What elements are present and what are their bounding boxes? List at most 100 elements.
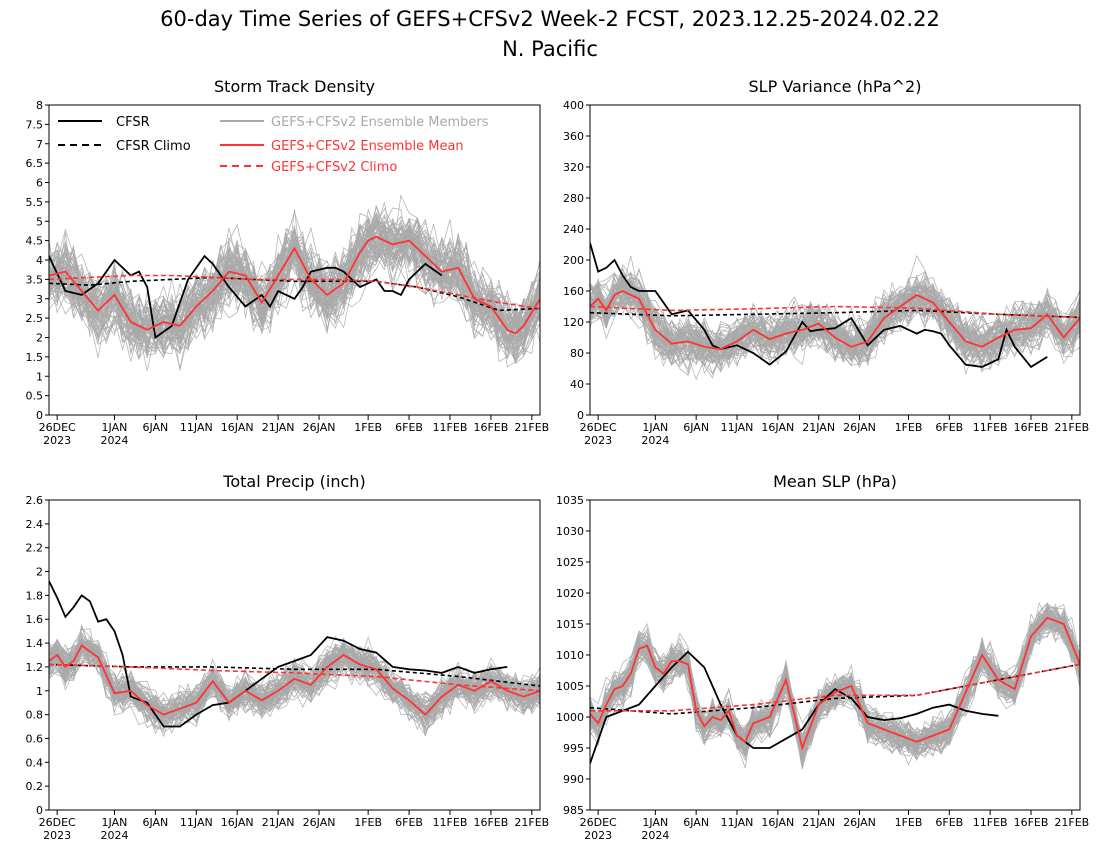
ensemble-member-line	[49, 219, 540, 371]
y-tick-label: 995	[563, 742, 584, 755]
x-tick-label: 26DEC	[580, 421, 617, 434]
x-tick-label: 26DEC	[580, 816, 617, 829]
y-tick-label: 1005	[556, 680, 584, 693]
ensemble-member-line	[590, 275, 1080, 360]
x-tick-label: 6FEB	[395, 421, 423, 434]
ensemble-member-line	[49, 647, 540, 729]
y-tick-label: 8	[36, 99, 43, 112]
x-tick-label: 26JAN	[303, 421, 336, 434]
x-tick-label: 1JAN	[102, 421, 128, 434]
y-tick-label: 2.2	[26, 542, 44, 555]
ensemble-member-line	[49, 220, 540, 363]
y-tick-label: 6.5	[26, 157, 44, 170]
x-tick-label: 21JAN	[802, 816, 835, 829]
x-tick-label: 16FEB	[1014, 816, 1049, 829]
x-tick-label: 11JAN	[721, 816, 754, 829]
panel-total-precip: Total Precip (inch) 0 0.2 0.4 0.6 0.8 1 1.2 1.4 1…	[26, 472, 550, 842]
y-tick-label: 1.5	[26, 351, 44, 364]
x-tick-label: 1FEB	[354, 816, 382, 829]
y-tick-label: 160	[563, 285, 584, 298]
ensemble-member-line	[49, 216, 540, 347]
series-line-gefs-cfsv2-climo	[590, 305, 1080, 319]
y-tick-label: 7	[36, 138, 43, 151]
series-line-gefs-cfsv2-ensemble-mean	[49, 235, 540, 335]
x-tick-label: 21JAN	[262, 421, 295, 434]
y-tick-label: 2.4	[26, 518, 44, 531]
ensemble-member-line	[590, 288, 1080, 364]
legend-members-label: GEFS+CFSv2 Ensemble Members	[271, 115, 489, 130]
x-tick-label: 16JAN	[221, 421, 254, 434]
ensemble-member-line	[49, 646, 540, 731]
x-tick-label: 1JAN	[642, 421, 668, 434]
x-tick-label: 16JAN	[761, 816, 794, 829]
x-tick-label: 21JAN	[262, 816, 295, 829]
y-tick-label: 360	[563, 130, 584, 143]
y-tick-label: 400	[563, 99, 584, 112]
panel-title: Storm Track Density	[214, 77, 375, 96]
y-tick-label: 2	[36, 566, 43, 579]
plot-area	[590, 601, 1080, 770]
ensemble-member-line	[590, 287, 1080, 375]
y-tick-label: 6	[36, 177, 43, 190]
x-tick-label: 16JAN	[761, 421, 794, 434]
legend-gefs-climo-label: GEFS+CFSv2 Climo	[271, 160, 397, 175]
y-tick-label: 1035	[556, 494, 584, 507]
series-line-gefs-cfsv2-climo	[590, 663, 1080, 712]
y-tick-label: 80	[570, 347, 584, 360]
y-tick-label: 0	[577, 409, 584, 422]
series-line-gefs-cfsv2-climo	[49, 274, 540, 310]
ensemble-member-line	[49, 640, 540, 725]
y-tick-label: 1000	[556, 711, 584, 724]
ensemble-member-line	[49, 233, 540, 354]
x-tick-label: 11FEB	[433, 421, 468, 434]
y-tick-label: 240	[563, 223, 584, 236]
y-tick-label: 3	[36, 293, 43, 306]
ensemble-member-line	[590, 281, 1080, 360]
x-tick-label: 6FEB	[935, 421, 963, 434]
x-tick-label: 11FEB	[973, 421, 1008, 434]
ensemble-member-line	[49, 644, 540, 722]
plot-area	[49, 580, 540, 738]
x-tick-label: 26JAN	[843, 421, 876, 434]
y-tick-label: 1025	[556, 556, 584, 569]
legend-ens-mean-label: GEFS+CFSv2 Ensemble Mean	[271, 139, 464, 154]
figure-subtitle: N. Pacific	[502, 37, 598, 61]
y-tick-label: 0.8	[26, 709, 44, 722]
x-year-label: 2023	[584, 434, 612, 447]
series-line-gefs-cfsv2-climo	[49, 663, 540, 692]
x-tick-label: 1JAN	[642, 816, 668, 829]
x-year-label: 2024	[641, 434, 669, 447]
x-tick-label: 21FEB	[514, 421, 549, 434]
y-tick-label: 2.6	[26, 494, 44, 507]
ensemble-member-line	[590, 614, 1080, 760]
y-tick-label: 40	[570, 378, 584, 391]
x-tick-label: 1FEB	[895, 816, 923, 829]
y-tick-label: 7.5	[26, 118, 44, 131]
ensemble-member-line	[49, 218, 540, 342]
y-tick-label: 2	[36, 332, 43, 345]
figure-title: 60-day Time Series of GEFS+CFSv2 Week-2 …	[160, 7, 940, 31]
x-year-label: 2024	[641, 829, 669, 842]
panel-storm-track-density: Storm Track Density 0 0.5 1 1.5 2 2.5 3 3.5 4 4.5 5…	[26, 77, 550, 447]
series-line-cfsr	[590, 650, 999, 764]
ensemble-member-line	[49, 218, 540, 338]
legend-cfsr-climo-label: CFSR Climo	[116, 139, 191, 154]
ensemble-member-line	[49, 205, 540, 332]
x-tick-label: 6JAN	[683, 421, 709, 434]
x-tick-label: 11FEB	[973, 816, 1008, 829]
ensemble-member-line	[49, 226, 540, 347]
panel-title: SLP Variance (hPa^2)	[749, 77, 922, 96]
x-tick-label: 16FEB	[1014, 421, 1049, 434]
x-tick-label: 11JAN	[180, 421, 213, 434]
series-line-gefs-cfsv2-ensemble-mean	[590, 290, 1080, 351]
y-tick-label: 0.4	[26, 756, 44, 769]
x-tick-label: 21FEB	[514, 816, 549, 829]
series-line-cfsr	[590, 242, 1048, 369]
y-tick-label: 1030	[556, 525, 584, 538]
panel-title: Mean SLP (hPa)	[773, 472, 897, 491]
y-tick-label: 1	[36, 685, 43, 698]
x-year-label: 2023	[43, 829, 71, 842]
plot-frame	[48, 499, 541, 811]
y-tick-label: 1010	[556, 649, 584, 662]
y-tick-label: 1	[36, 370, 43, 383]
